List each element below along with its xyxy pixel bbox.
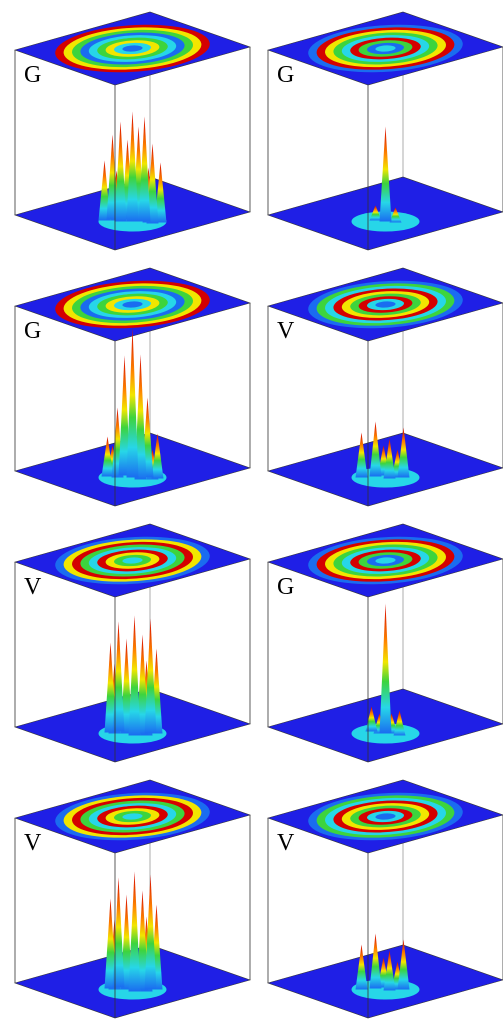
panel-label: V [24, 574, 42, 600]
surface-spike [127, 328, 139, 478]
figure: G G G V V G V V [0, 0, 503, 1025]
panel: G [268, 12, 503, 250]
panel: G [268, 524, 503, 762]
panel-label: G [24, 318, 41, 344]
panel: G [15, 12, 250, 250]
panel: V [268, 268, 503, 506]
panel: G [15, 268, 250, 506]
panel: V [15, 780, 250, 1018]
panel-label: G [277, 574, 294, 600]
panel-label: G [277, 62, 294, 88]
panel: V [268, 780, 503, 1018]
surface-spike [380, 127, 392, 222]
panel-label: G [24, 62, 41, 88]
panel: V [15, 524, 250, 762]
surface-spike [380, 604, 392, 734]
surface-spike [115, 122, 127, 222]
surface-spike [129, 616, 141, 736]
surface-spike [129, 872, 141, 992]
panel-label: V [277, 318, 295, 344]
panel-label: V [277, 830, 295, 856]
panel-label: V [24, 830, 42, 856]
